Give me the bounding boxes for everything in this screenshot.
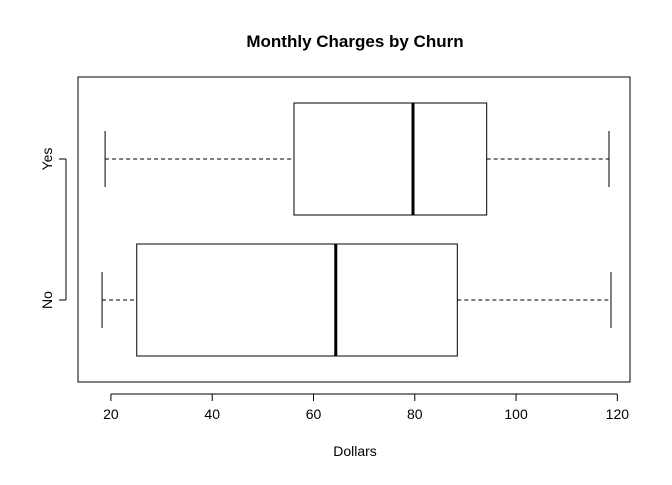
x-tick-label-80: 80: [407, 406, 423, 422]
x-tick-label-100: 100: [504, 406, 528, 422]
x-tick-label-60: 60: [306, 406, 322, 422]
x-axis-label: Dollars: [333, 443, 377, 459]
y-tick-label-yes: Yes: [39, 148, 55, 171]
x-axis: 20 40 60 80 100 120: [103, 393, 630, 422]
y-tick-label-no: No: [39, 291, 55, 309]
boxes: [101, 102, 612, 357]
y-axis: No Yes: [39, 148, 67, 309]
iqr-box-yes: [293, 102, 488, 216]
chart-title: Monthly Charges by Churn: [246, 32, 463, 51]
x-tick-label-20: 20: [103, 406, 119, 422]
plot-frame: [77, 76, 631, 383]
x-tick-label-40: 40: [204, 406, 220, 422]
box-no: [101, 243, 612, 357]
box-yes: [104, 102, 610, 216]
x-tick-label-120: 120: [606, 406, 630, 422]
iqr-box-no: [136, 243, 458, 357]
